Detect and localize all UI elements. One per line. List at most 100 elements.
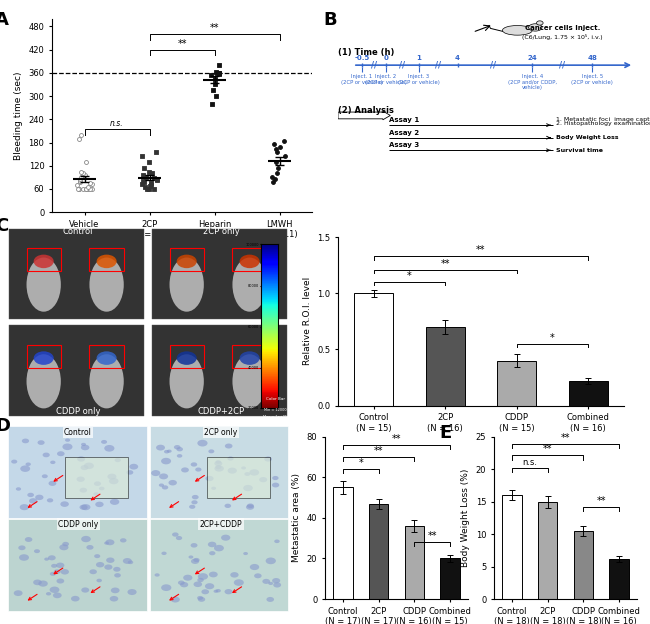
Circle shape: [191, 500, 198, 504]
Text: //: //: [491, 61, 497, 70]
Circle shape: [56, 563, 64, 568]
Circle shape: [99, 487, 105, 490]
Point: [151, 175, 162, 185]
Text: Body Weight Loss: Body Weight Loss: [556, 135, 619, 140]
Text: Assay 1: Assay 1: [389, 117, 419, 123]
Circle shape: [81, 536, 91, 542]
Circle shape: [50, 461, 55, 464]
Point: [280, 151, 290, 161]
Bar: [569, 381, 608, 406]
Text: **: **: [374, 446, 383, 456]
Bar: [9, 325, 144, 416]
Circle shape: [190, 462, 197, 467]
Circle shape: [241, 466, 246, 469]
Circle shape: [254, 573, 262, 578]
Circle shape: [79, 505, 88, 510]
Ellipse shape: [34, 351, 54, 365]
Circle shape: [77, 456, 85, 462]
Text: 48: 48: [587, 55, 597, 61]
Bar: [90, 344, 124, 368]
Bar: [170, 248, 204, 271]
Text: **: **: [177, 39, 187, 49]
Circle shape: [123, 558, 132, 564]
Circle shape: [34, 549, 40, 553]
Circle shape: [176, 536, 182, 540]
Point: [74, 174, 85, 184]
Circle shape: [181, 467, 189, 472]
Point: [207, 99, 217, 109]
Text: Survival time: Survival time: [556, 148, 603, 153]
Circle shape: [18, 545, 25, 550]
Text: *: *: [407, 271, 412, 281]
Circle shape: [19, 554, 29, 561]
Circle shape: [42, 474, 48, 478]
Circle shape: [81, 445, 90, 451]
Circle shape: [246, 504, 254, 510]
Point: [211, 91, 222, 101]
Circle shape: [178, 580, 185, 585]
Circle shape: [62, 542, 69, 546]
Bar: [538, 502, 558, 599]
Bar: [440, 558, 460, 599]
Circle shape: [44, 557, 49, 561]
Text: Cancer cells Inject.: Cancer cells Inject.: [525, 24, 600, 31]
Text: -0.5: -0.5: [354, 55, 370, 61]
Text: *: *: [550, 333, 555, 343]
Circle shape: [216, 460, 221, 464]
Circle shape: [48, 555, 56, 560]
Point: [214, 60, 224, 70]
Circle shape: [272, 476, 279, 480]
Text: (C6/Lung, 1.75 × 10⁵, i.v.): (C6/Lung, 1.75 × 10⁵, i.v.): [522, 34, 603, 40]
Point: [149, 184, 159, 194]
Circle shape: [272, 578, 280, 583]
Ellipse shape: [240, 351, 259, 365]
Text: **: **: [428, 531, 437, 541]
Circle shape: [188, 555, 194, 558]
Circle shape: [106, 557, 114, 563]
Point: [142, 184, 153, 194]
Bar: [573, 531, 593, 599]
Circle shape: [198, 440, 207, 447]
Circle shape: [164, 450, 170, 454]
Circle shape: [71, 596, 79, 602]
Point: [206, 70, 216, 80]
Point: [80, 170, 90, 180]
Point: [138, 170, 148, 180]
Text: (2) Analysis: (2) Analysis: [338, 106, 394, 115]
Point: [74, 176, 85, 186]
Text: **: **: [476, 245, 486, 255]
Circle shape: [38, 441, 45, 445]
Point: [81, 157, 92, 167]
Text: E: E: [439, 424, 452, 442]
Circle shape: [57, 578, 64, 583]
Circle shape: [197, 578, 204, 582]
Text: Control: Control: [63, 227, 93, 236]
Text: //: //: [399, 61, 406, 70]
Ellipse shape: [170, 354, 204, 408]
Circle shape: [234, 579, 244, 586]
Point: [85, 184, 96, 194]
Circle shape: [35, 495, 44, 500]
Circle shape: [268, 582, 273, 585]
Circle shape: [81, 443, 86, 446]
Text: 1: 1: [416, 55, 421, 61]
Text: n.s.: n.s.: [522, 458, 538, 467]
Text: D: D: [0, 417, 10, 435]
Point: [210, 74, 220, 84]
Circle shape: [176, 447, 183, 451]
Circle shape: [171, 597, 180, 603]
Point: [81, 184, 91, 194]
Point: [271, 145, 281, 155]
Point: [138, 176, 148, 186]
Circle shape: [159, 484, 164, 487]
Bar: [207, 457, 270, 498]
Circle shape: [214, 461, 222, 466]
Bar: [9, 228, 144, 319]
Ellipse shape: [536, 21, 543, 25]
Text: Inject. 2
(2CP or vehicle): Inject. 2 (2CP or vehicle): [365, 74, 407, 85]
Point: [76, 167, 86, 177]
Point: [272, 163, 283, 173]
Circle shape: [194, 582, 202, 587]
Ellipse shape: [177, 351, 197, 365]
Y-axis label: Relative R.O.I. level: Relative R.O.I. level: [303, 277, 312, 366]
